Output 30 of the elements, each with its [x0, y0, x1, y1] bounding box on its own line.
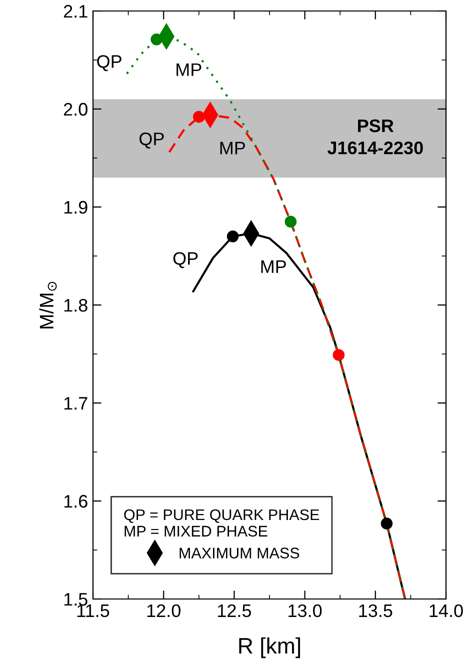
y-tick-label: 1.6 — [64, 494, 88, 508]
y-tick-label: 1.8 — [64, 298, 88, 312]
point — [380, 518, 393, 530]
x-tick-label: 12.0 — [147, 604, 180, 618]
x-axis-title: R [km] — [239, 637, 300, 658]
annotation: QP — [139, 132, 164, 149]
x-tick-label: 12.5 — [218, 604, 252, 618]
point — [226, 230, 239, 242]
point — [332, 349, 345, 361]
x-tick-label: 13.5 — [359, 604, 392, 618]
legend-label: MAXIMUM MASS — [180, 548, 300, 558]
annotation: MP — [176, 63, 202, 76]
annotation: QP — [97, 55, 122, 72]
annotation: QP — [173, 252, 198, 268]
annotation: MP = MIXED PHASE — [124, 526, 268, 537]
annotation: QP = PURE QUARK PHASE — [124, 509, 320, 523]
y-tick-label: 1.9 — [64, 200, 88, 214]
band-label: PSR J1614-2230 — [327, 119, 423, 154]
y-tick-label: 2.1 — [64, 4, 88, 18]
annotation: MP — [261, 260, 286, 273]
y-axis-title: M/M$_{⊙}$ — [39, 282, 57, 328]
y-tick-label: 1.5 — [64, 593, 88, 606]
y-tick-label: 1.7 — [64, 397, 88, 410]
annotation: MP — [220, 142, 246, 154]
x-tick-label: 11.5 — [77, 604, 110, 618]
x-tick-label: 13.0 — [288, 604, 322, 618]
point — [284, 216, 297, 228]
y-tick-label: 2.0 — [64, 102, 88, 116]
point — [192, 110, 205, 123]
x-tick-label: 14.0 — [430, 604, 463, 618]
